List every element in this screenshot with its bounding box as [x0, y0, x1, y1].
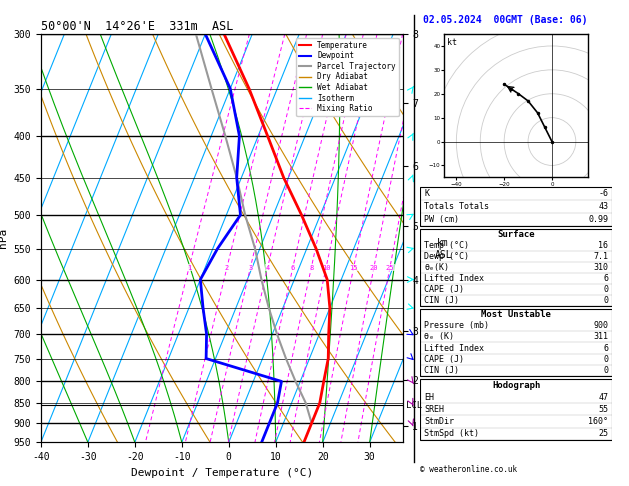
Text: 47: 47 [598, 393, 608, 402]
Text: 6: 6 [291, 264, 295, 271]
Text: 15: 15 [350, 264, 358, 271]
Text: 0: 0 [603, 285, 608, 294]
Text: 310: 310 [593, 263, 608, 272]
Text: 900: 900 [593, 321, 608, 330]
Text: kt: kt [447, 38, 457, 47]
Legend: Temperature, Dewpoint, Parcel Trajectory, Dry Adiabat, Wet Adiabat, Isotherm, Mi: Temperature, Dewpoint, Parcel Trajectory… [296, 38, 399, 116]
Text: CIN (J): CIN (J) [424, 295, 459, 305]
Text: 50°00'N  14°26'E  331m  ASL: 50°00'N 14°26'E 331m ASL [41, 20, 233, 33]
Text: Lifted Index: Lifted Index [424, 344, 484, 352]
X-axis label: Dewpoint / Temperature (°C): Dewpoint / Temperature (°C) [131, 468, 313, 478]
Y-axis label: hPa: hPa [0, 228, 8, 248]
Text: 1: 1 [187, 264, 191, 271]
Text: 6: 6 [603, 344, 608, 352]
Text: 311: 311 [593, 332, 608, 341]
Text: Temp (°C): Temp (°C) [424, 241, 469, 250]
Text: K: K [424, 190, 429, 198]
Text: Pressure (mb): Pressure (mb) [424, 321, 489, 330]
Text: θₑ(K): θₑ(K) [424, 263, 449, 272]
Text: SREH: SREH [424, 405, 444, 414]
Text: PW (cm): PW (cm) [424, 215, 459, 225]
Text: 43: 43 [598, 202, 608, 211]
Text: 0: 0 [603, 366, 608, 375]
Text: 02.05.2024  00GMT (Base: 06): 02.05.2024 00GMT (Base: 06) [423, 15, 588, 25]
Text: 55: 55 [598, 405, 608, 414]
Text: Lifted Index: Lifted Index [424, 274, 484, 283]
Text: EH: EH [424, 393, 434, 402]
Text: 0: 0 [603, 295, 608, 305]
Text: 16: 16 [598, 241, 608, 250]
Text: 20: 20 [370, 264, 378, 271]
Text: LCL: LCL [406, 401, 422, 410]
Text: 10: 10 [322, 264, 330, 271]
Text: 8: 8 [309, 264, 313, 271]
Text: Surface: Surface [498, 230, 535, 239]
Text: 3: 3 [248, 264, 252, 271]
Text: Most Unstable: Most Unstable [481, 310, 551, 319]
Text: 0: 0 [603, 355, 608, 364]
Text: 160°: 160° [588, 417, 608, 426]
Text: θₑ (K): θₑ (K) [424, 332, 454, 341]
Text: 0.99: 0.99 [588, 215, 608, 225]
Y-axis label: km
ASL: km ASL [435, 238, 452, 260]
Text: 25: 25 [386, 264, 394, 271]
Text: Dewp (°C): Dewp (°C) [424, 252, 469, 261]
Text: -6: -6 [598, 190, 608, 198]
Text: 4: 4 [265, 264, 270, 271]
Text: 2: 2 [225, 264, 229, 271]
Text: StmSpd (kt): StmSpd (kt) [424, 429, 479, 438]
Text: CIN (J): CIN (J) [424, 366, 459, 375]
Text: CAPE (J): CAPE (J) [424, 285, 464, 294]
Text: 25: 25 [598, 429, 608, 438]
Text: © weatheronline.co.uk: © weatheronline.co.uk [420, 465, 517, 474]
Text: Totals Totals: Totals Totals [424, 202, 489, 211]
Text: 6: 6 [603, 274, 608, 283]
Text: StmDir: StmDir [424, 417, 454, 426]
Text: CAPE (J): CAPE (J) [424, 355, 464, 364]
Text: Hodograph: Hodograph [492, 381, 540, 390]
Text: 7.1: 7.1 [593, 252, 608, 261]
